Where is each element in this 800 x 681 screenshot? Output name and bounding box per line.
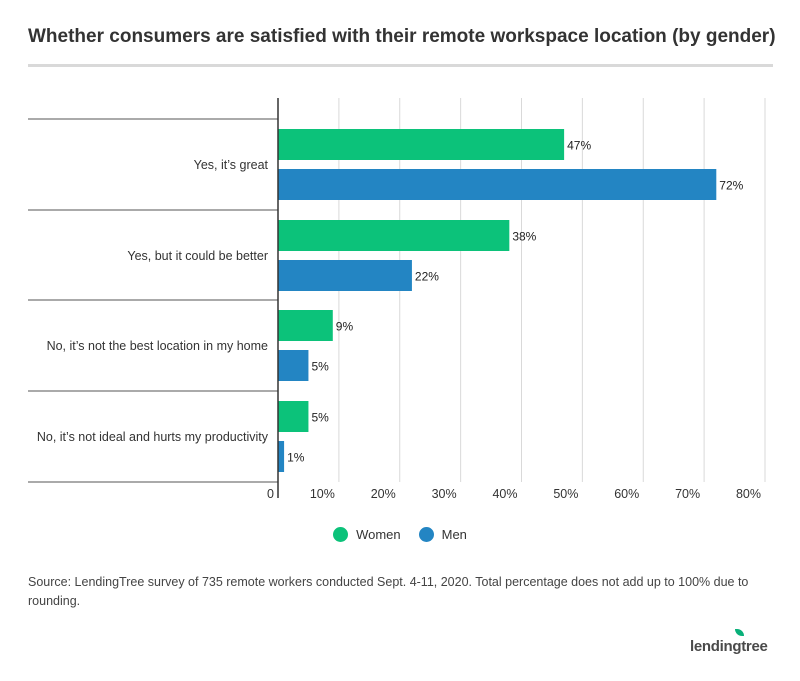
x-tick-label: 70% xyxy=(675,487,700,501)
bar-chart: 47% 72% Yes, it’s great 38% 22% Yes, but it c… xyxy=(28,98,766,501)
legend: Women Men xyxy=(0,527,800,542)
bar-women xyxy=(278,220,510,251)
data-label: 1% xyxy=(287,451,305,465)
x-tick-label: 50% xyxy=(553,487,578,501)
bar-women xyxy=(278,129,565,160)
legend-swatch-women xyxy=(333,527,349,542)
data-label: 22% xyxy=(415,270,439,284)
data-label: 38% xyxy=(512,230,536,244)
chart-title: Whether consumers are satisfied with the… xyxy=(28,26,776,47)
bar-men xyxy=(278,350,309,381)
legend-swatch-men xyxy=(418,527,434,542)
bar-men xyxy=(278,441,285,472)
lendingtree-logo: lendingtree xyxy=(690,629,768,655)
data-label: 47% xyxy=(567,139,591,153)
x-tick-label: 40% xyxy=(492,487,517,501)
legend-item-men: Men xyxy=(418,527,467,542)
legend-label-women: Women xyxy=(356,527,401,542)
x-tick-label: 60% xyxy=(614,487,639,501)
legend-label-men: Men xyxy=(441,527,467,542)
x-tick-label: 80% xyxy=(736,487,761,501)
x-tick-label: 20% xyxy=(371,487,396,501)
category-label: Yes, but it could be better xyxy=(127,249,268,263)
bar-women xyxy=(278,401,309,432)
leaf-icon xyxy=(735,629,744,636)
title-divider xyxy=(28,64,773,67)
data-label: 9% xyxy=(336,320,354,334)
data-label: 5% xyxy=(311,411,329,425)
source-note: Source: LendingTree survey of 735 remote… xyxy=(28,575,749,608)
x-tick-label: 30% xyxy=(432,487,457,501)
legend-item-women: Women xyxy=(333,527,401,542)
data-label: 5% xyxy=(311,360,329,374)
category-label: No, it’s not ideal and hurts my producti… xyxy=(37,430,269,444)
x-tick-label: 10% xyxy=(310,487,335,501)
bar-men xyxy=(278,169,717,200)
category-label: No, it’s not the best location in my hom… xyxy=(47,339,268,353)
logo-text: lendingtree xyxy=(690,638,768,655)
x-tick-label: 0 xyxy=(267,487,274,501)
bar-men xyxy=(278,260,412,291)
data-label: 72% xyxy=(719,179,743,193)
category-label: Yes, it’s great xyxy=(194,158,269,172)
bar-women xyxy=(278,310,333,341)
